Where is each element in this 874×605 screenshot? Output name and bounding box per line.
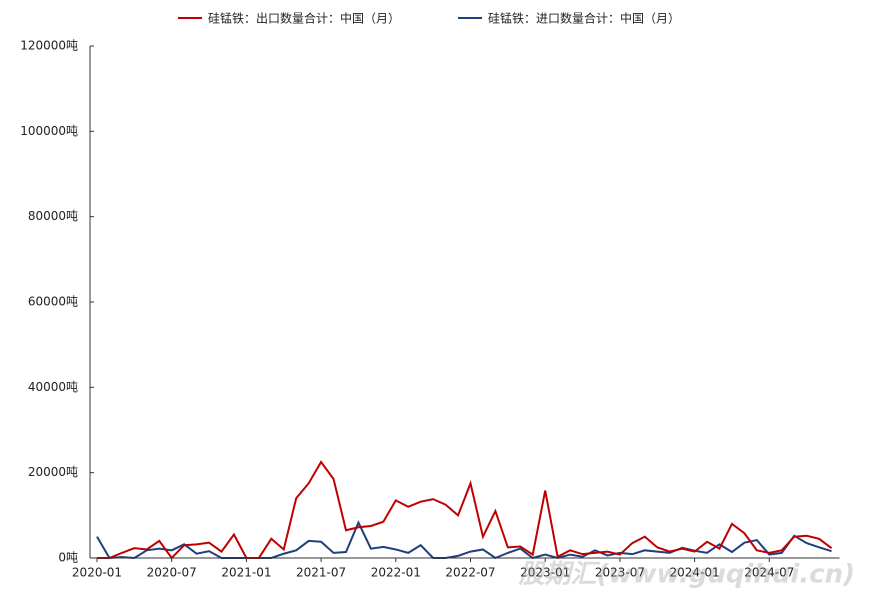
y-tick-label: 60000吨 — [28, 295, 78, 309]
legend-label: 硅锰铁：进口数量合计：中国（月） — [488, 11, 680, 26]
x-tick-label: 2021-07 — [296, 566, 346, 580]
x-tick-label: 2021-01 — [221, 566, 271, 580]
legend-label: 硅锰铁：出口数量合计：中国（月） — [208, 11, 400, 26]
x-tick-label: 2020-07 — [147, 566, 197, 580]
x-tick-label: 2024-07 — [744, 566, 794, 580]
series-line — [96, 520, 832, 560]
x-tick-label: 2023-01 — [520, 566, 570, 580]
y-tick-label: 0吨 — [58, 551, 78, 565]
y-tick-label: 120000吨 — [20, 39, 78, 53]
x-tick-label: 2024-01 — [670, 566, 720, 580]
y-tick-label: 100000吨 — [20, 124, 78, 138]
series-line — [97, 460, 833, 560]
y-tick-label: 20000吨 — [28, 465, 78, 479]
x-tick-label: 2020-01 — [72, 566, 122, 580]
x-tick-label: 2023-07 — [595, 566, 645, 580]
x-tick-label: 2022-01 — [371, 566, 421, 580]
watermark: 股期汇(www.guqihui.cn) — [518, 560, 855, 590]
x-tick-label: 2022-07 — [445, 566, 495, 580]
y-tick-label: 80000吨 — [28, 209, 78, 223]
y-tick-label: 40000吨 — [28, 380, 78, 394]
